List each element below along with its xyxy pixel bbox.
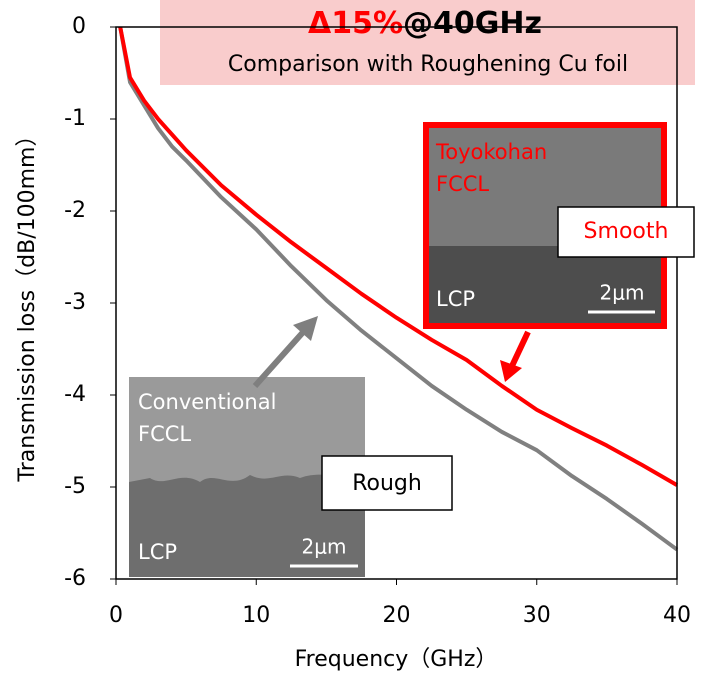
y-tick-label: -3 [64,290,86,315]
x-tick-label: 0 [109,603,123,628]
smooth-film: FCCL [436,172,489,196]
x-axis-title: Frequency（GHz） [295,647,498,672]
smooth-film: Toyokohan [435,140,547,164]
y-tick-label: 0 [72,14,86,39]
rough-label: Rough [352,471,422,496]
y-tick-label: -6 [64,566,86,591]
rough-copper [129,377,365,482]
rough-box [321,455,453,511]
arrow-head [293,316,318,341]
x-tick-label: 10 [242,603,270,628]
smooth-base: LCP [436,287,475,311]
arrow [252,328,308,388]
y-axis-title: Transmission loss（dB/100mm） [15,125,40,483]
headline-box [160,0,695,85]
headline-delta: Δ15% [308,6,403,41]
x-tick-label: 30 [523,603,551,628]
scale-label: 2μm [302,535,347,559]
scale-label: 2μm [600,281,645,305]
arrow-head [500,360,522,382]
smooth-box [557,206,695,258]
y-tick-label: -5 [64,474,86,499]
subtitle: Comparison with Roughening Cu foil [228,52,628,77]
y-tick-label: -2 [64,198,86,223]
smooth-label: Smooth [584,219,669,244]
x-tick-label: 40 [663,603,691,628]
arrow [509,330,531,368]
series-line [118,26,678,487]
rough-film: FCCL [138,422,191,446]
plot-area [118,26,679,552]
y-tick-label: -4 [64,382,86,407]
series-line [118,26,679,552]
rough-base: LCP [138,540,177,564]
x-tick-label: 20 [383,603,411,628]
headline-freq: @40GHz [403,6,542,41]
headline: Δ15%@40GHz [308,6,542,41]
y-tick-label: -1 [64,106,86,131]
rough-film: Conventional [138,390,276,414]
